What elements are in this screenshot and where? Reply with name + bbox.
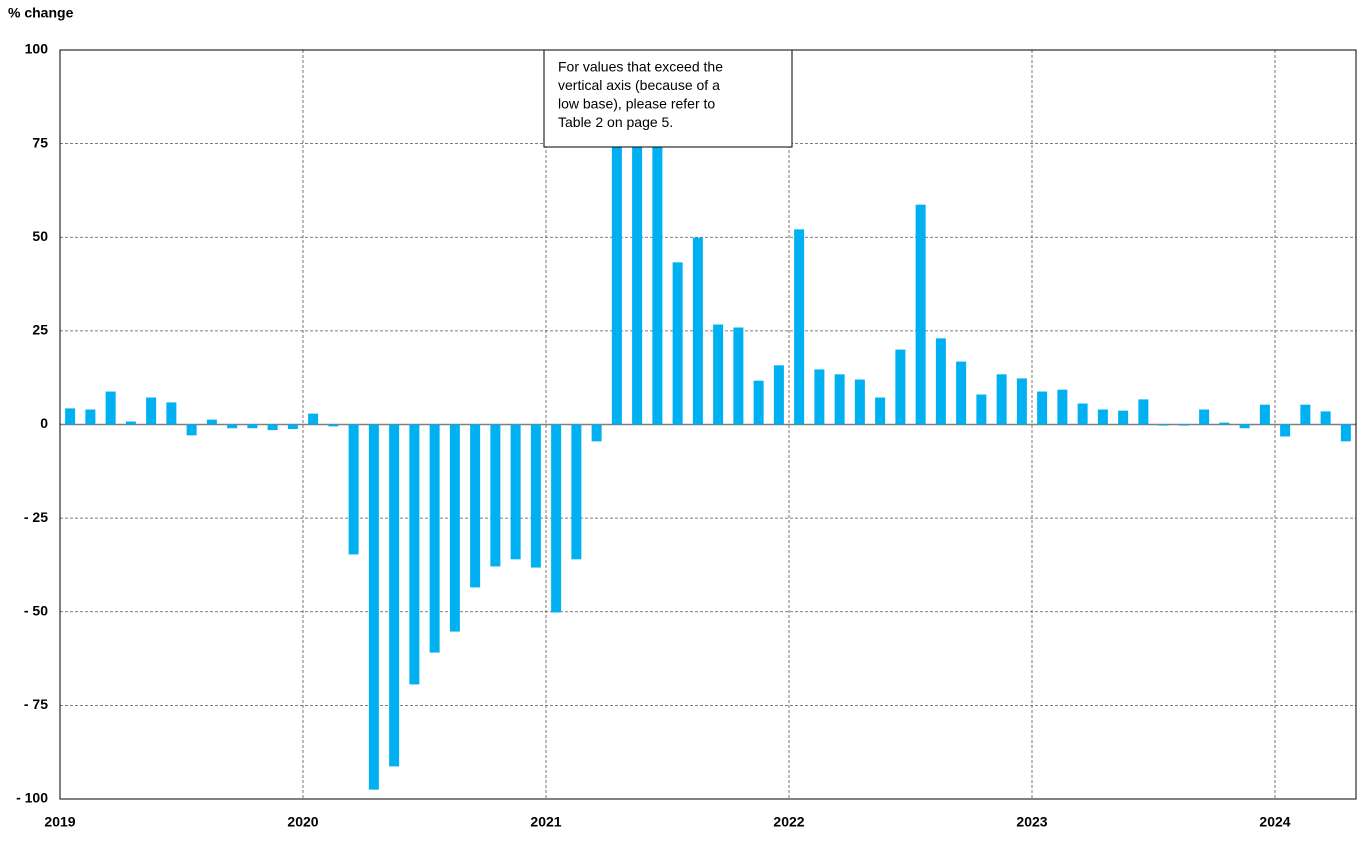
- bar: [389, 424, 400, 767]
- bar: [773, 365, 784, 425]
- bar: [692, 237, 703, 425]
- annotation-line: low base), please refer to: [558, 96, 715, 112]
- bar: [1057, 389, 1068, 425]
- bar: [935, 338, 946, 425]
- bar: [186, 424, 197, 436]
- bar: [834, 374, 845, 425]
- bar: [1320, 411, 1331, 425]
- x-tick-label: 2022: [773, 814, 804, 830]
- bar: [247, 424, 258, 429]
- bar: [1280, 424, 1291, 437]
- bar: [1077, 403, 1088, 425]
- bar: [105, 391, 116, 425]
- x-tick-label: 2019: [44, 814, 75, 830]
- bar: [1097, 409, 1108, 425]
- labels: - 100 - 75 - 50 - 25 0 25 50 75 100 2019 2020 2021 2…: [16, 41, 1291, 830]
- bar: [206, 419, 217, 425]
- bar: [1300, 404, 1311, 425]
- bar: [429, 424, 440, 653]
- bar: [85, 409, 96, 425]
- bar: [915, 204, 926, 425]
- bar: [753, 380, 764, 425]
- bar: [308, 413, 319, 425]
- bar: [1016, 378, 1027, 425]
- bar: [611, 50, 622, 425]
- bar: [976, 394, 987, 425]
- bar: [530, 424, 541, 568]
- bar: [348, 424, 359, 555]
- bar: [1199, 409, 1210, 425]
- bar: [652, 50, 663, 425]
- bar: [146, 397, 157, 425]
- annotation-line: Table 2 on page 5.: [558, 114, 673, 130]
- y-tick-label: - 75: [24, 696, 48, 712]
- bar: [591, 424, 602, 442]
- bar: [449, 424, 460, 632]
- bar: [814, 369, 825, 425]
- bar: [510, 424, 521, 560]
- bar: [794, 229, 805, 425]
- bar: [1340, 424, 1351, 442]
- bar: [65, 408, 76, 425]
- bar: [1219, 422, 1230, 425]
- y-tick-label: 25: [32, 322, 48, 338]
- bars: [65, 50, 1351, 790]
- x-tick-label: 2020: [287, 814, 318, 830]
- bar: [854, 379, 865, 425]
- y-tick-label: - 100: [16, 790, 48, 806]
- bar: [287, 424, 298, 429]
- bar: [632, 50, 643, 425]
- bar: [1178, 424, 1189, 426]
- annotation-line: vertical axis (because of a: [558, 77, 720, 93]
- bar: [996, 374, 1007, 425]
- bar: [125, 421, 136, 425]
- bar: [1037, 391, 1048, 425]
- bar: [1138, 399, 1149, 425]
- bar: [1118, 410, 1129, 425]
- bar: [409, 424, 420, 685]
- bar: [166, 402, 177, 425]
- bar: [713, 324, 724, 425]
- bar: [267, 424, 278, 431]
- bar: [875, 397, 886, 425]
- y-tick-label: 100: [25, 41, 49, 57]
- annotation-box: [543, 49, 793, 148]
- y-tick-label: 50: [32, 228, 48, 244]
- y-tick-label: - 50: [24, 602, 48, 618]
- bar: [1239, 424, 1250, 429]
- bar: [895, 349, 906, 425]
- bar: [956, 361, 967, 425]
- annotation: For values that exceed the vertical axis …: [558, 59, 723, 131]
- y-tick-label: 75: [32, 134, 48, 150]
- annotation-line: For values that exceed the: [558, 59, 723, 75]
- y-tick-label: 0: [40, 415, 48, 431]
- x-tick-label: 2021: [530, 814, 561, 830]
- bar: [551, 424, 562, 613]
- x-tick-label: 2024: [1259, 814, 1290, 830]
- y-tick-label: - 25: [24, 509, 48, 525]
- bar: [470, 424, 481, 588]
- bar: [490, 424, 501, 567]
- bar: [368, 424, 379, 790]
- bar: [1259, 404, 1270, 425]
- x-tick-label: 2023: [1016, 814, 1047, 830]
- bar: [1158, 424, 1169, 426]
- bar: [571, 424, 582, 560]
- y-axis-label: % change: [8, 5, 74, 21]
- bar: [328, 424, 339, 427]
- bar: [733, 327, 744, 425]
- bar: [672, 262, 683, 425]
- bar: [227, 424, 238, 429]
